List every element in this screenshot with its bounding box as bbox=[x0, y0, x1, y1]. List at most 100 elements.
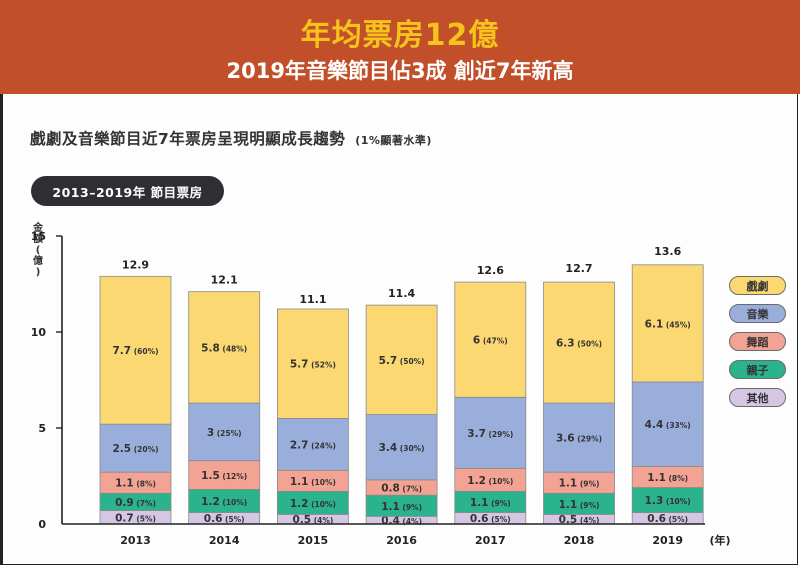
header-title: 年均票房12億 bbox=[300, 18, 500, 53]
segment-label: 6 (47%) bbox=[473, 335, 508, 347]
bar-segment-戲劇 bbox=[188, 291, 261, 404]
segment-percent: (10%) bbox=[486, 477, 513, 486]
bar-total-label: 13.6 bbox=[654, 245, 681, 258]
segment-percent: (5%) bbox=[134, 514, 156, 523]
legend-item-戲劇: 戲劇 bbox=[729, 276, 786, 295]
chart-legend: 戲劇 音樂 舞蹈 親子 其他 bbox=[729, 276, 786, 416]
segment-label: 1.2 (10%) bbox=[467, 475, 513, 487]
bar-total-label: 12.6 bbox=[477, 264, 504, 277]
segment-percent: (8%) bbox=[134, 480, 156, 489]
bar-segment-戲劇 bbox=[454, 281, 527, 398]
segment-value: 7.7 bbox=[112, 345, 131, 357]
segment-value: 3 bbox=[207, 427, 214, 439]
segment-label: 5.8 (48%) bbox=[201, 342, 247, 354]
x-tick-label: 2019 bbox=[652, 534, 683, 547]
legend-item-舞蹈: 舞蹈 bbox=[729, 332, 786, 351]
legend-item-音樂: 音樂 bbox=[729, 304, 786, 323]
segment-percent: (4%) bbox=[311, 516, 333, 525]
segment-percent: (5%) bbox=[666, 515, 688, 524]
bar-segment-戲劇 bbox=[365, 304, 438, 415]
segment-percent: (8%) bbox=[666, 474, 688, 483]
segment-label: 0.8 (7%) bbox=[381, 483, 422, 495]
y-axis-label-char: ( bbox=[36, 245, 41, 256]
segment-label: 1.1 (8%) bbox=[647, 472, 688, 484]
segment-percent: (7%) bbox=[134, 499, 156, 508]
bar-total-label: 12.1 bbox=[211, 274, 238, 287]
segment-label: 1.1 (9%) bbox=[559, 478, 600, 490]
bar-total-label: 12.9 bbox=[122, 258, 149, 271]
segment-label: 5.7 (50%) bbox=[379, 355, 425, 367]
bar-segment-音樂 bbox=[188, 402, 261, 462]
segment-percent: (29%) bbox=[575, 435, 602, 444]
bar-total-label: 12.7 bbox=[565, 262, 592, 275]
x-tick-label: 2013 bbox=[120, 534, 151, 547]
segment-label: 0.7 (5%) bbox=[115, 512, 156, 524]
segment-value: 0.7 bbox=[115, 512, 134, 524]
segment-percent: (9%) bbox=[577, 501, 599, 510]
segment-percent: (7%) bbox=[400, 485, 422, 494]
segment-label: 1.2 (10%) bbox=[201, 496, 247, 508]
segment-value: 5.7 bbox=[290, 359, 309, 371]
segment-percent: (29%) bbox=[486, 430, 513, 439]
x-tick-label: 2015 bbox=[298, 534, 329, 547]
segment-percent: (24%) bbox=[308, 441, 335, 450]
segment-percent: (12%) bbox=[220, 472, 247, 481]
segment-value: 1.1 bbox=[559, 499, 578, 511]
segment-label: 0.4 (4%) bbox=[381, 515, 422, 527]
segment-percent: (10%) bbox=[308, 500, 335, 509]
segment-label: 3.7 (29%) bbox=[467, 428, 513, 440]
segment-value: 1.1 bbox=[381, 501, 400, 513]
segment-value: 0.6 bbox=[647, 513, 666, 525]
segment-label: 3.4 (30%) bbox=[379, 442, 425, 454]
segment-value: 1.1 bbox=[470, 497, 489, 509]
segment-label: 0.6 (5%) bbox=[470, 513, 511, 525]
segment-value: 1.1 bbox=[647, 472, 666, 484]
segment-value: 5.7 bbox=[379, 355, 398, 367]
y-axis-label-char: 額 bbox=[32, 232, 43, 245]
segment-value: 0.8 bbox=[381, 483, 400, 495]
segment-percent: (9%) bbox=[400, 503, 422, 512]
segment-value: 1.1 bbox=[559, 478, 578, 490]
segment-label: 1.1 (10%) bbox=[290, 476, 336, 488]
header-subtitle: 2019年音樂節目佔3成 創近7年新高 bbox=[226, 59, 574, 83]
chart-heading-text: 戲劇及音樂節目近7年票房呈現明顯成長趨勢 bbox=[30, 130, 346, 148]
segment-label: 6.1 (45%) bbox=[645, 318, 691, 330]
segment-value: 1.2 bbox=[467, 475, 486, 487]
segment-percent: (9%) bbox=[489, 499, 511, 508]
segment-value: 3.6 bbox=[556, 433, 575, 445]
segment-label: 0.6 (5%) bbox=[204, 513, 245, 525]
segment-value: 2.5 bbox=[112, 443, 131, 455]
segment-value: 5.8 bbox=[201, 342, 220, 354]
x-tick-label: 2016 bbox=[386, 534, 417, 547]
segment-percent: (10%) bbox=[308, 478, 335, 487]
segment-label: 1.1 (9%) bbox=[559, 499, 600, 511]
segment-percent: (50%) bbox=[575, 340, 602, 349]
segment-percent: (9%) bbox=[577, 480, 599, 489]
segment-label: 1.1 (9%) bbox=[381, 501, 422, 513]
segment-percent: (20%) bbox=[131, 445, 158, 454]
bar-segment-音樂 bbox=[543, 402, 615, 473]
segment-label: 7.7 (60%) bbox=[112, 345, 158, 357]
segment-value: 0.9 bbox=[115, 497, 134, 509]
segment-percent: (10%) bbox=[220, 498, 247, 507]
segment-value: 6.3 bbox=[556, 338, 575, 350]
segment-label: 6.3 (50%) bbox=[556, 338, 602, 350]
segment-percent: (4%) bbox=[400, 517, 422, 526]
segment-label: 1.1 (8%) bbox=[115, 478, 156, 490]
segment-value: 1.1 bbox=[115, 478, 134, 490]
segment-value: 6 bbox=[473, 335, 480, 347]
bar-segment-戲劇 bbox=[543, 281, 615, 404]
segment-label: 4.4 (33%) bbox=[645, 419, 691, 431]
segment-percent: (4%) bbox=[577, 516, 599, 525]
segment-percent: (5%) bbox=[222, 515, 244, 524]
segment-label: 5.7 (52%) bbox=[290, 359, 336, 371]
segment-label: 2.5 (20%) bbox=[112, 443, 158, 455]
segment-label: 1.2 (10%) bbox=[290, 498, 336, 510]
segment-percent: (5%) bbox=[489, 515, 511, 524]
chart-heading-note: (1%顯著水準) bbox=[355, 134, 432, 147]
segment-label: 0.6 (5%) bbox=[647, 513, 688, 525]
segment-label: 1.1 (9%) bbox=[470, 497, 511, 509]
bar-total-label: 11.4 bbox=[388, 287, 415, 300]
segment-label: 2.7 (24%) bbox=[290, 439, 336, 451]
